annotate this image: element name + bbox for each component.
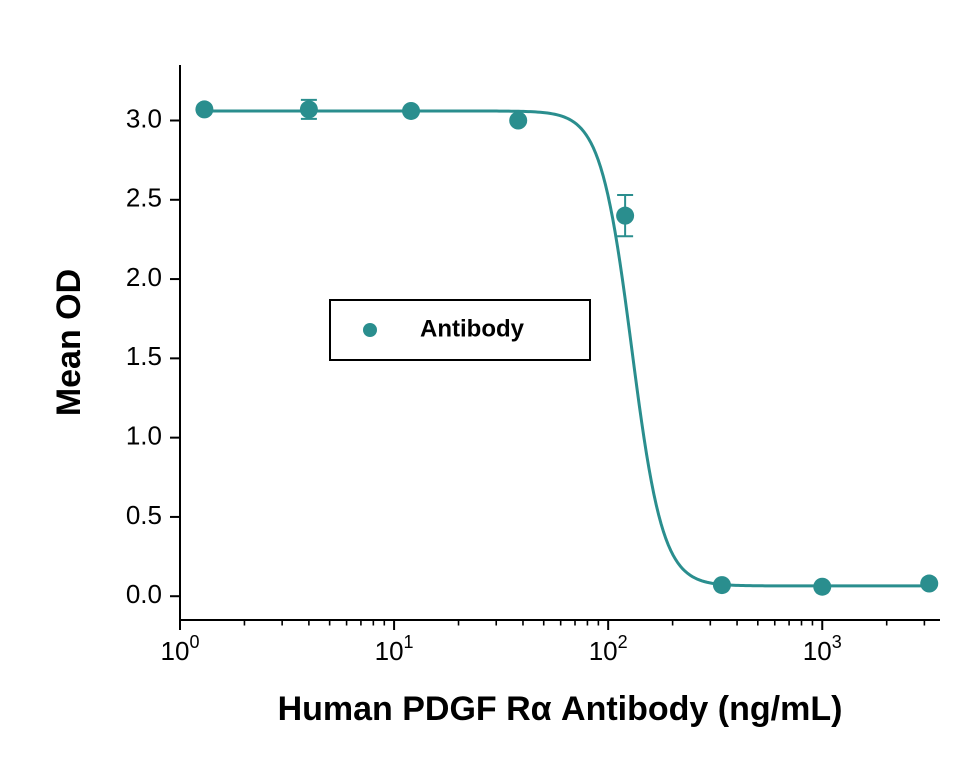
data-point xyxy=(195,100,213,118)
x-axis-label: Human PDGF Rα Antibody (ng/mL) xyxy=(278,690,843,728)
data-point xyxy=(616,207,634,225)
dose-response-chart: 0.0 0.5 1.0 1.5 2.0 2.5 3.0 100 101 102 103 Mean OD… xyxy=(0,0,968,778)
y-tick-label: 0.0 xyxy=(126,579,162,609)
x-tick-label: 100 xyxy=(161,632,200,666)
data-point xyxy=(300,100,318,118)
y-tick-label: 1.0 xyxy=(126,421,162,451)
y-tick-label: 1.5 xyxy=(126,341,162,371)
fit-curve xyxy=(204,111,929,586)
x-tick-label: 102 xyxy=(589,632,628,666)
y-axis-label: Mean OD xyxy=(50,269,88,416)
y-tick-label: 2.0 xyxy=(126,262,162,292)
data-point xyxy=(509,112,527,130)
y-tick-label: 2.5 xyxy=(126,183,162,213)
data-point xyxy=(402,102,420,120)
x-tick-label: 103 xyxy=(803,632,842,666)
data-point xyxy=(813,578,831,596)
y-tick-label: 0.5 xyxy=(126,500,162,530)
x-tick-label: 101 xyxy=(375,632,414,666)
y-tick-label: 3.0 xyxy=(126,103,162,133)
legend-label: Antibody xyxy=(420,315,525,342)
chart-container: 0.0 0.5 1.0 1.5 2.0 2.5 3.0 100 101 102 103 Mean OD… xyxy=(0,0,968,783)
data-point xyxy=(713,576,731,594)
data-point xyxy=(920,575,938,593)
legend-marker-icon xyxy=(363,323,377,337)
